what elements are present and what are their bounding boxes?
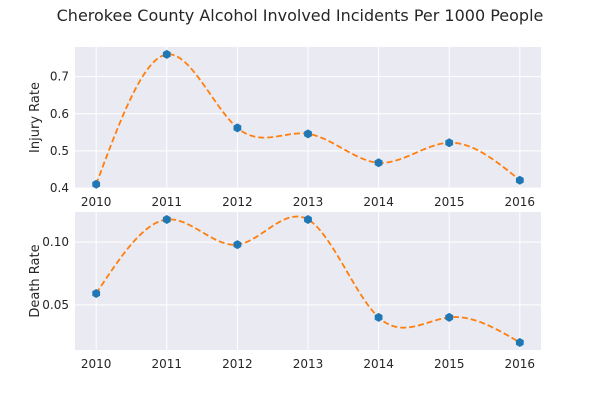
injury-y-tick-label: 0.6 bbox=[50, 107, 69, 121]
injury-x-tick-label: 2011 bbox=[152, 195, 183, 209]
injury-data-point bbox=[374, 158, 383, 168]
death-data-point bbox=[304, 215, 312, 225]
death-x-tick-label: 2016 bbox=[505, 357, 536, 371]
chart-title: Cherokee County Alcohol Involved Inciden… bbox=[57, 6, 544, 25]
death-data-point bbox=[162, 215, 171, 225]
injury-data-point bbox=[92, 179, 101, 189]
death-data-point bbox=[445, 312, 454, 322]
death-y-axis-label: Death Rate bbox=[28, 244, 43, 317]
death-x-tick-label: 2015 bbox=[434, 357, 465, 371]
injury-x-tick-label: 2014 bbox=[363, 195, 394, 209]
death-y-tick-label: 0.05 bbox=[42, 298, 69, 312]
death-data-point bbox=[374, 312, 383, 322]
injury-data-point bbox=[233, 123, 242, 133]
death-data-point bbox=[233, 240, 242, 250]
death-x-tick-label: 2011 bbox=[152, 357, 183, 371]
injury-data-point bbox=[515, 175, 524, 185]
injury-x-tick-label: 2013 bbox=[293, 195, 324, 209]
injury-x-tick-label: 2010 bbox=[81, 195, 112, 209]
death-x-tick-label: 2013 bbox=[293, 357, 324, 371]
injury-rate-panel: 2010 2011 2012 2013 2014 2015 2016 0.4 0.5 0.6 0.7… bbox=[28, 47, 541, 209]
injury-data-point bbox=[445, 138, 454, 148]
injury-y-axis-label: Injury Rate bbox=[28, 82, 43, 153]
death-data-point bbox=[92, 289, 101, 299]
injury-y-tick-label: 0.7 bbox=[50, 70, 69, 84]
injury-data-point bbox=[304, 129, 312, 139]
injury-x-tick-label: 2015 bbox=[434, 195, 465, 209]
injury-y-tick-label: 0.5 bbox=[50, 144, 69, 158]
death-x-tick-label: 2014 bbox=[363, 357, 394, 371]
injury-x-tick-label: 2012 bbox=[222, 195, 253, 209]
injury-data-point bbox=[162, 49, 171, 59]
death-rate-panel: 2010 2011 2012 2013 2014 2015 2016 0.05 0.10Deat… bbox=[28, 212, 541, 371]
death-x-tick-label: 2012 bbox=[222, 357, 253, 371]
death-x-tick-label: 2010 bbox=[81, 357, 112, 371]
death-y-tick-label: 0.10 bbox=[42, 235, 69, 249]
injury-y-tick-label: 0.4 bbox=[50, 181, 69, 195]
death-data-point bbox=[515, 337, 524, 347]
injury-x-tick-label: 2016 bbox=[505, 195, 536, 209]
